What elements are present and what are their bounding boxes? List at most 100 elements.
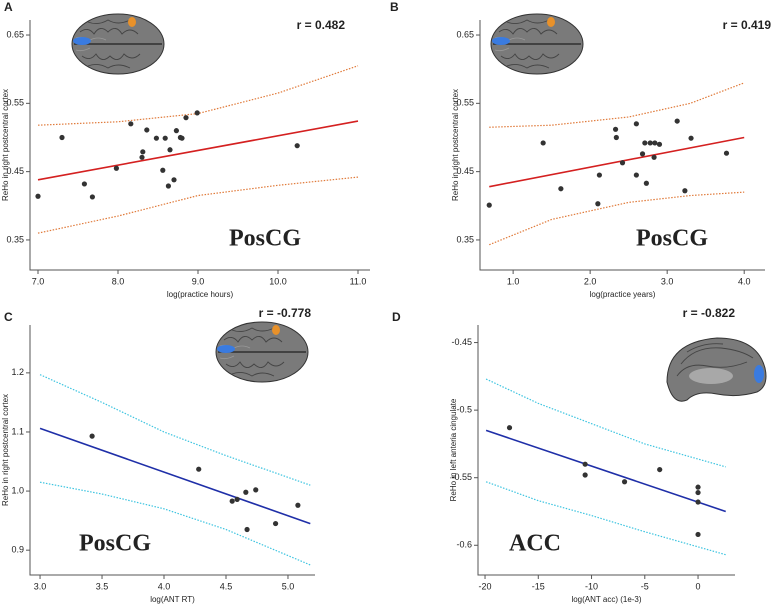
y-axis-label: ReHo in right postcentral cortex (451, 89, 460, 201)
confidence-band (485, 378, 726, 468)
x-tick-label: 10.0 (269, 276, 287, 286)
x-axis-label: log(ANT RT) (150, 595, 195, 604)
confidence-band (37, 176, 359, 234)
region-label: PosCG (79, 531, 151, 557)
brain-image (215, 321, 309, 383)
axis-line (29, 325, 315, 576)
axis-line (477, 325, 735, 576)
data-point (194, 110, 200, 116)
x-tick-label: -5 (641, 581, 649, 591)
fit-line (489, 136, 745, 188)
fit-line (39, 427, 311, 525)
data-point (647, 140, 653, 146)
data-point (295, 502, 301, 508)
panel-letter: C (4, 310, 13, 324)
y-tick-label: 0.45 (456, 166, 474, 176)
x-tick-label: 4.5 (220, 581, 233, 591)
x-tick-label: 0 (696, 581, 701, 591)
confidence-band (489, 82, 745, 128)
data-point (643, 180, 649, 186)
y-tick-label: -0.6 (456, 540, 472, 550)
region-label: PosCG (636, 226, 708, 252)
data-point (613, 134, 619, 141)
correlation-label: r = -0.822 (683, 306, 736, 320)
x-tick-label: 5.0 (282, 581, 295, 591)
data-point (139, 154, 145, 160)
data-point (639, 151, 646, 157)
data-point (674, 118, 680, 124)
data-point (582, 472, 588, 478)
data-point (723, 150, 730, 156)
x-tick-label: 11.0 (350, 276, 367, 286)
y-tick-label: 0.65 (456, 29, 474, 39)
y-tick-label: 1.2 (11, 367, 24, 377)
confidence-band (485, 481, 726, 556)
y-tick-label: -0.45 (451, 337, 472, 347)
data-point (196, 466, 202, 472)
data-point (160, 167, 166, 173)
data-point (173, 128, 179, 134)
x-tick-label: -10 (585, 581, 598, 591)
confidence-band (39, 481, 311, 566)
y-tick-label: 0.35 (6, 234, 24, 244)
x-tick-label: 4.0 (738, 276, 751, 286)
panel-letter: D (392, 310, 401, 324)
x-tick-label: 2.0 (584, 276, 597, 286)
brain-image (490, 13, 584, 75)
brain-image (666, 337, 767, 402)
x-axis-label: log(practice hours) (167, 290, 234, 299)
data-point (59, 134, 65, 141)
y-tick-label: 0.55 (6, 98, 24, 108)
data-point (506, 425, 513, 431)
y-tick-label: 1.0 (11, 485, 24, 495)
y-tick-label: 0.55 (456, 98, 474, 108)
data-point (140, 149, 146, 155)
y-tick-label: 1.1 (11, 426, 24, 436)
data-point (540, 140, 546, 146)
x-tick-label: 7.0 (32, 276, 45, 286)
x-tick-label: -20 (479, 581, 492, 591)
data-point (89, 194, 95, 200)
data-point (486, 202, 492, 208)
data-point (633, 121, 639, 127)
fit-line (485, 429, 726, 513)
data-point (162, 135, 168, 141)
correlation-label: r = -0.778 (259, 306, 312, 320)
region-label: PosCG (229, 226, 301, 252)
x-tick-label: 9.0 (192, 276, 205, 286)
data-point (656, 141, 663, 147)
data-point (682, 188, 688, 194)
x-tick-label: 1.0 (507, 276, 520, 286)
region-label: ACC (509, 531, 561, 557)
x-tick-label: 3.0 (34, 581, 47, 591)
data-point (688, 135, 694, 141)
correlation-label: r = 0.482 (297, 18, 346, 32)
data-point (695, 499, 701, 505)
x-axis-label: log(practice years) (590, 290, 656, 299)
data-point (695, 531, 701, 538)
data-point (294, 143, 300, 149)
data-point (128, 121, 134, 127)
x-tick-label: -15 (532, 581, 545, 591)
y-axis-label: ReHo in right postcentral cortex (1, 89, 10, 201)
data-point (582, 461, 588, 467)
data-point (244, 526, 250, 533)
data-point (183, 115, 189, 121)
x-tick-label: 3.0 (661, 276, 674, 286)
data-point (642, 140, 648, 146)
data-point (167, 147, 173, 153)
confidence-band (39, 374, 311, 486)
confidence-band (37, 65, 359, 126)
data-point (234, 496, 240, 502)
data-point (89, 433, 95, 439)
y-tick-label: 0.65 (6, 29, 24, 39)
data-point (621, 479, 628, 485)
data-point (695, 484, 701, 490)
x-tick-label: 4.0 (158, 581, 171, 591)
data-point (651, 154, 657, 160)
y-tick-label: 0.35 (456, 234, 474, 244)
data-point (243, 489, 249, 495)
data-point (612, 126, 619, 132)
brain-image (71, 13, 165, 75)
